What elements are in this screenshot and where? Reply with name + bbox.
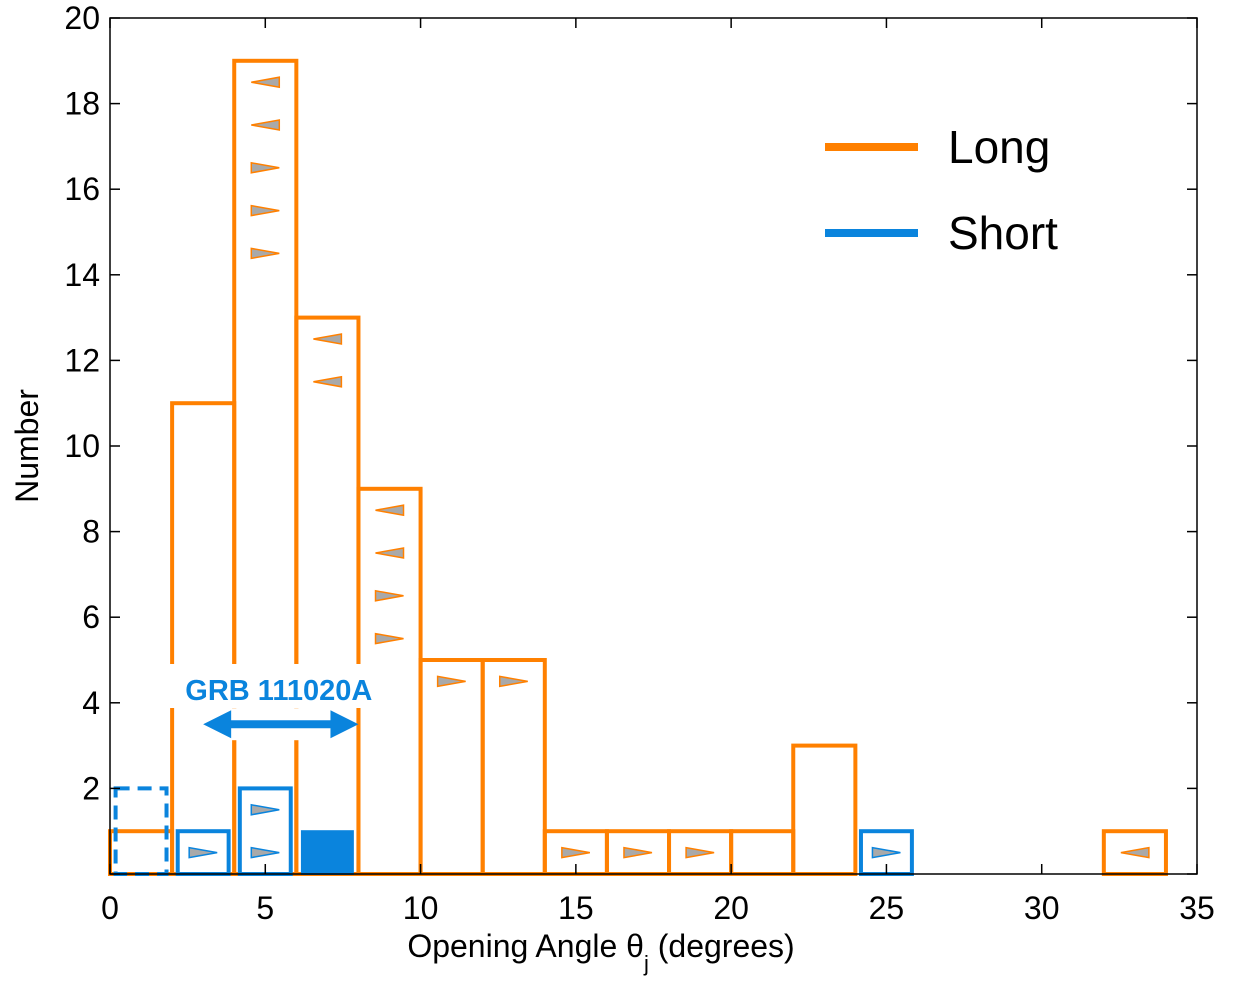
x-tick-label: 20 [713, 890, 749, 926]
limit-arrow-marker [250, 247, 280, 260]
long-bar [108, 829, 175, 877]
short-series-bars [113, 786, 914, 877]
short-bar-filled [300, 830, 354, 876]
limit-arrow-marker [1120, 846, 1150, 859]
annotation-arrow-head-left [203, 710, 232, 739]
long-bar [418, 658, 485, 876]
limit-arrow-marker [250, 161, 280, 174]
y-tick-label: 12 [64, 342, 100, 378]
limit-markers [188, 76, 1150, 859]
limit-arrow-marker [374, 632, 404, 645]
x-tick-label: 10 [403, 890, 439, 926]
y-tick-label: 20 [64, 0, 100, 36]
axis-ticks: 0 5 10 15 20 25 30 35 2 4 6 8 10 12 14 16 18 20 [64, 0, 1214, 926]
legend-label-long: Long [948, 121, 1050, 173]
long-bar [480, 658, 547, 876]
limit-arrow-marker [251, 119, 281, 131]
limit-arrow-marker [436, 675, 466, 688]
y-tick-label: 6 [82, 599, 100, 635]
y-axis-label: Number [9, 389, 45, 503]
annotation-arrow-head-right [330, 710, 359, 739]
limit-arrow-marker [251, 76, 281, 89]
y-tick-label: 16 [64, 171, 100, 207]
long-bar [170, 401, 237, 876]
limit-arrow-marker [188, 846, 218, 859]
limit-arrow-marker [313, 375, 343, 388]
y-tick-label: 2 [82, 770, 100, 806]
limit-arrow-marker [685, 846, 715, 859]
x-tick-label: 15 [558, 890, 594, 926]
limit-arrow-marker [623, 846, 653, 859]
limit-arrow-marker [375, 547, 405, 559]
limit-arrow-marker [871, 846, 901, 859]
x-tick-label: 0 [101, 890, 119, 926]
limit-arrow-marker [498, 675, 528, 688]
annotation-label: GRB 111020A [185, 675, 372, 707]
short-bar [237, 786, 293, 877]
legend: Long Short [825, 121, 1058, 259]
long-bar [729, 829, 796, 877]
x-axis-label: Opening Angle θj (degrees) [407, 928, 794, 976]
x-tick-label: 35 [1179, 890, 1215, 926]
x-tick-label: 5 [256, 890, 274, 926]
limit-arrow-marker [250, 846, 280, 859]
limit-arrow-marker [250, 204, 280, 217]
limit-arrow-marker [374, 589, 404, 602]
x-tick-label: 30 [1024, 890, 1060, 926]
limit-arrow-marker [375, 504, 405, 517]
long-bar [791, 743, 858, 876]
y-tick-label: 14 [64, 257, 100, 293]
legend-label-short: Short [948, 207, 1058, 259]
limit-arrow-marker [561, 846, 590, 859]
annotation-background [162, 664, 400, 708]
y-tick-label: 10 [64, 428, 100, 464]
long-series-bars [108, 58, 1168, 877]
limit-arrow-marker [250, 803, 280, 816]
x-tick-label: 25 [869, 890, 905, 926]
long-bar [232, 58, 299, 877]
y-tick-label: 8 [82, 514, 100, 550]
long-bar [294, 315, 361, 877]
y-tick-label: 18 [64, 86, 100, 122]
y-tick-label: 4 [82, 685, 100, 721]
limit-arrow-marker [313, 333, 343, 345]
annotation-group: GRB 111020A [162, 664, 400, 741]
